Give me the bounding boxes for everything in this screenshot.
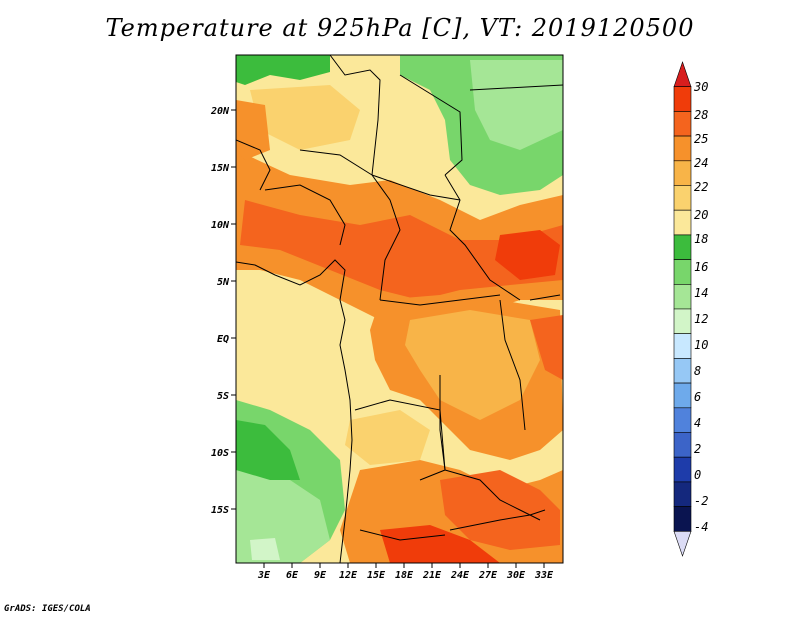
lat-label: 15N bbox=[211, 163, 230, 174]
lat-label: 10S bbox=[211, 448, 229, 459]
lon-label: 21E bbox=[422, 570, 442, 581]
colorbar-label: 10 bbox=[694, 338, 708, 352]
colorbar-label: 25 bbox=[694, 132, 708, 146]
lon-label: 6E bbox=[286, 570, 299, 581]
colorbar-segment bbox=[673, 530, 692, 557]
lon-label: 18E bbox=[395, 570, 414, 581]
colorbar-label: 24 bbox=[694, 156, 708, 170]
colorbar-segment bbox=[673, 358, 692, 384]
colorbar-label: 16 bbox=[694, 260, 708, 274]
lon-label: 33E bbox=[534, 570, 554, 581]
map-frame bbox=[235, 54, 564, 564]
lon-label: 30E bbox=[506, 570, 526, 581]
colorbar-segment bbox=[673, 308, 692, 335]
lat-label: 5N bbox=[217, 277, 230, 288]
colorbar-segment bbox=[673, 234, 692, 260]
longitude-axis: 3E 6E 9E 12E 15E 18E 21E 24E 27E 30E 33E bbox=[257, 563, 554, 581]
colorbar-segment bbox=[673, 86, 692, 112]
map-figure: 20N 15N 10N 5N EQ 5S 10S 15S 3E 6E 9E 12… bbox=[210, 54, 708, 581]
colorbar-segment bbox=[673, 135, 692, 162]
colorbar-label: 28 bbox=[694, 108, 708, 122]
colorbar-label: 0 bbox=[694, 468, 701, 482]
colorbar bbox=[673, 61, 692, 557]
colorbar-labels: 30 28 25 24 22 20 18 16 14 12 10 8 6 4 2… bbox=[693, 80, 708, 534]
colorbar-segment bbox=[673, 283, 692, 310]
colorbar-segment bbox=[673, 432, 692, 458]
lon-label: 15E bbox=[367, 570, 386, 581]
colorbar-label: 8 bbox=[694, 364, 701, 378]
colorbar-segment bbox=[673, 61, 692, 87]
colorbar-label: 20 bbox=[694, 208, 708, 222]
lat-label: 20N bbox=[210, 106, 230, 117]
lat-label: 15S bbox=[211, 505, 229, 516]
country-borders bbox=[236, 55, 563, 563]
colorbar-label: 14 bbox=[694, 286, 708, 300]
lon-label: 12E bbox=[339, 570, 358, 581]
lat-label: EQ bbox=[217, 334, 229, 345]
colorbar-segment bbox=[673, 481, 692, 507]
lon-label: 9E bbox=[314, 570, 327, 581]
lon-label: 3E bbox=[257, 570, 271, 581]
colorbar-segment bbox=[673, 407, 692, 433]
colorbar-segment bbox=[673, 506, 692, 532]
latitude-axis: 20N 15N 10N 5N EQ 5S 10S 15S bbox=[210, 106, 236, 516]
colorbar-segment bbox=[673, 456, 692, 483]
map-title: Temperature at 925hPa [C], VT: 201912050… bbox=[105, 14, 695, 42]
lon-label: 24E bbox=[450, 570, 470, 581]
colorbar-label: 30 bbox=[693, 80, 708, 94]
colorbar-label: 18 bbox=[694, 232, 708, 246]
colorbar-segment bbox=[673, 259, 692, 285]
colorbar-segment bbox=[673, 209, 692, 236]
colorbar-label: 12 bbox=[694, 312, 708, 326]
lat-label: 5S bbox=[217, 391, 229, 402]
colorbar-label: 22 bbox=[694, 180, 708, 194]
colorbar-segment bbox=[673, 382, 692, 409]
lon-label: 27E bbox=[478, 570, 498, 581]
colorbar-label: 6 bbox=[694, 390, 701, 404]
colorbar-segment bbox=[673, 333, 692, 359]
colorbar-label: -2 bbox=[694, 494, 708, 508]
colorbar-label: 4 bbox=[694, 416, 701, 430]
colorbar-segment bbox=[673, 185, 692, 211]
colorbar-segment bbox=[673, 160, 692, 186]
colorbar-label: 2 bbox=[694, 442, 701, 456]
colorbar-label: -4 bbox=[694, 520, 708, 534]
temperature-field bbox=[236, 55, 563, 563]
lat-label: 10N bbox=[211, 220, 230, 231]
colorbar-segment bbox=[673, 111, 692, 137]
grads-credit: GrADS: IGES/COLA bbox=[4, 604, 91, 614]
